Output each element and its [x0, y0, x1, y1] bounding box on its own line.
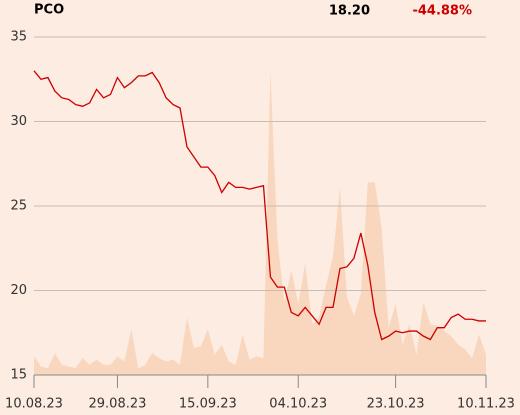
price-line — [33, 70, 486, 341]
last-price: 18.20 — [329, 4, 370, 19]
y-tick-label: 20 — [10, 283, 27, 298]
y-tick-label: 15 — [10, 368, 27, 383]
x-tick-label: 29.08.23 — [89, 397, 147, 412]
x-tick-label: 10.11.23 — [457, 397, 515, 412]
change: -44.88% — [412, 4, 472, 19]
symbol: PCO — [34, 3, 64, 18]
x-tick-label: 15.09.23 — [179, 397, 237, 412]
y-tick-label: 30 — [10, 114, 27, 129]
y-tick-label: 35 — [10, 30, 27, 45]
x-tick-label: 23.10.23 — [367, 397, 425, 412]
y-tick-label: 25 — [10, 199, 27, 214]
x-tick-label: 10.08.23 — [5, 397, 63, 412]
x-tick-label: 04.10.23 — [269, 397, 327, 412]
